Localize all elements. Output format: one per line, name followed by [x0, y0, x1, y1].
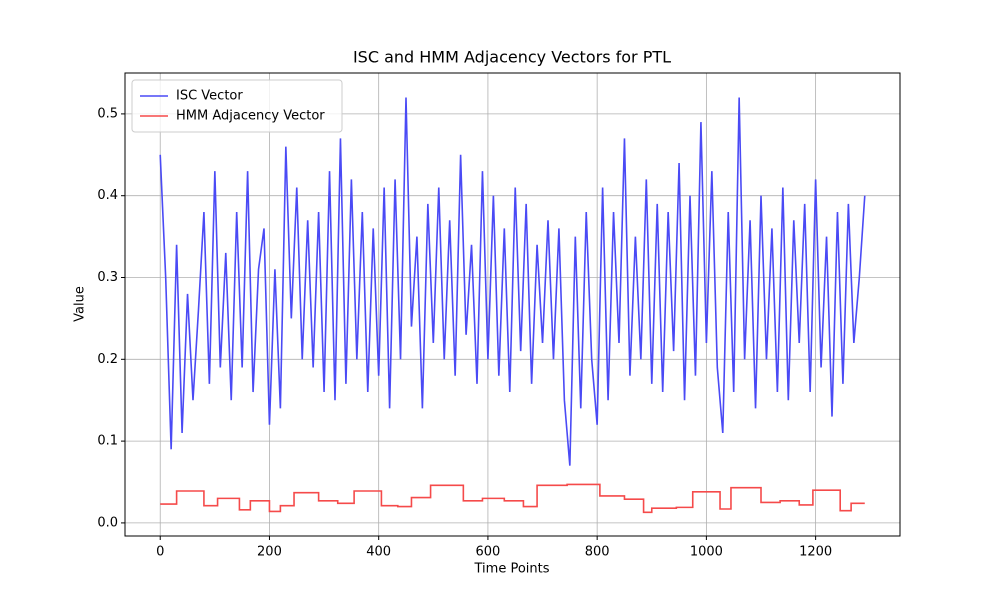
legend-label: ISC Vector — [176, 89, 243, 104]
legend-box — [131, 79, 343, 133]
x-tick-label: 800 — [585, 545, 610, 560]
y-tick-label: 0.4 — [97, 188, 118, 203]
series-line — [159, 97, 866, 466]
x-tick-label: 0 — [156, 545, 164, 560]
y-tick-label: 0.3 — [97, 270, 118, 285]
x-tick-label: 1000 — [690, 545, 723, 560]
y-axis-label: Value — [73, 286, 88, 322]
plot-frame — [124, 72, 901, 537]
x-tick-label: 1200 — [799, 545, 832, 560]
legend-label: HMM Adjacency Vector — [176, 109, 325, 124]
y-tick-label: 0.5 — [97, 106, 118, 121]
x-tick-label: 600 — [476, 545, 501, 560]
x-tick-label: 200 — [257, 545, 282, 560]
y-tick-label: 0.0 — [97, 515, 118, 530]
chart-title: ISC and HMM Adjacency Vectors for PTL — [353, 48, 671, 67]
series-line — [160, 483, 865, 514]
x-axis-label: Time Points — [474, 562, 550, 577]
x-tick-label: 400 — [366, 545, 391, 560]
y-tick-label: 0.1 — [97, 434, 118, 449]
y-tick-label: 0.2 — [97, 352, 118, 367]
